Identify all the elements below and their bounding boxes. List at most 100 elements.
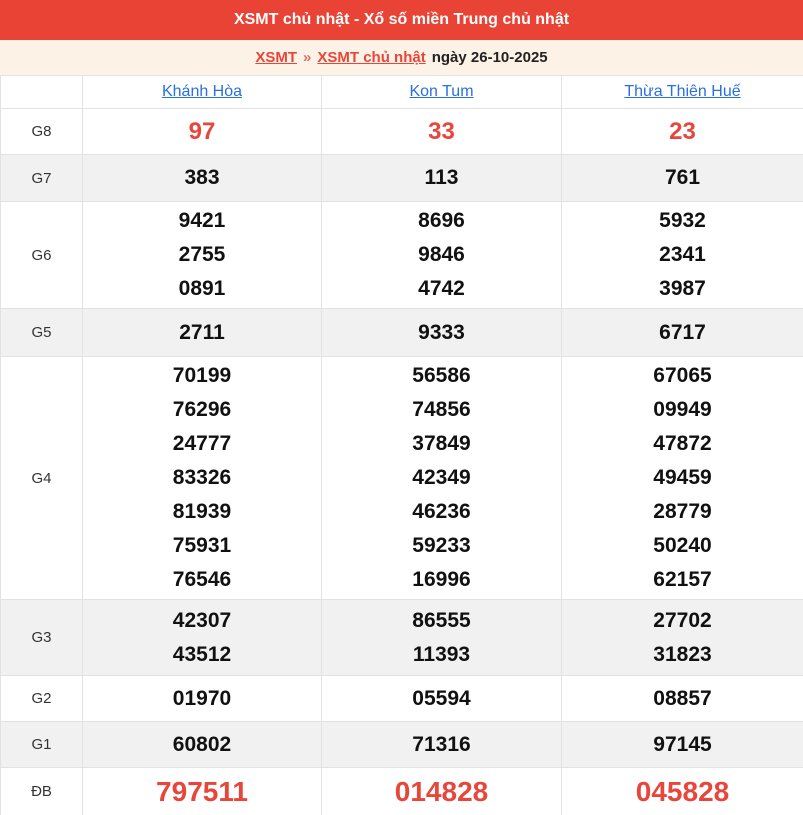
prize-cell: 70199 76296 24777 83326 81939 75931 76546 [82,356,322,600]
prize-cell: 05594 [321,675,562,722]
results-table: Khánh Hòa Kon Tum Thừa Thiên Huế G8 97 33 2… [0,75,803,815]
prize-number: 11393 [412,642,471,666]
prize-number: 8696 [418,209,465,232]
row-label: G2 [0,675,83,722]
prize-number: 23 [669,117,696,145]
prize-number: 24777 [172,432,232,455]
prize-number: 97145 [653,732,712,756]
prize-number: 62157 [653,568,712,591]
prize-number: 42307 [172,608,232,632]
table-row: G5 2711 9333 6717 [0,308,803,357]
row-label: G4 [0,356,83,600]
prize-number: 2755 [178,243,226,266]
prize-cell: 42307 43512 [82,599,322,676]
prize-number: 014828 [394,775,489,807]
prize-number: 71316 [412,732,471,756]
prize-number: 76296 [172,398,232,421]
prize-number: 2341 [659,243,706,266]
breadcrumb-link-xsmt-chu-nhat[interactable]: XSMT chủ nhật [317,49,426,66]
prize-number: 5932 [659,209,706,232]
prize-cell: 01970 [82,675,322,722]
column-link-thua-thien-hue[interactable]: Thừa Thiên Huế [624,83,741,100]
breadcrumb-separator: » [303,49,312,66]
prize-number: 74856 [412,398,471,421]
row-label: G5 [0,308,83,357]
breadcrumb-link-xsmt[interactable]: XSMT [255,49,298,66]
prize-cell: 71316 [321,721,562,768]
table-row: G4 70199 76296 24777 83326 81939 75931 76546 565… [0,356,803,600]
prize-number: 33 [428,117,455,145]
column-link-kon-tum[interactable]: Kon Tum [409,83,474,100]
prize-cell: 6717 [561,308,803,357]
row-label: G7 [0,154,83,202]
row-label: ĐB [0,767,83,815]
prize-cell: 67065 09949 47872 49459 28779 50240 62157 [561,356,803,600]
prize-cell: 97 [82,108,322,155]
prize-number: 43512 [172,642,232,666]
prize-number: 56586 [412,364,471,387]
prize-cell: 113 [321,154,562,202]
prize-number: 09949 [653,398,712,421]
table-header-row: Khánh Hòa Kon Tum Thừa Thiên Huế [0,75,803,109]
prize-number: 47872 [653,432,712,455]
prize-number: 9421 [178,209,226,232]
prize-number: 0891 [178,277,226,300]
prize-number: 70199 [172,364,232,387]
prize-number: 59233 [412,534,471,557]
row-label: G3 [0,599,83,676]
corner-cell [0,75,83,109]
prize-number: 60802 [172,732,232,756]
results-table-body: G8 97 33 23 G7 383 113 761 G6 9421 2755 0891 8696 984… [0,108,803,815]
prize-number: 05594 [412,686,471,710]
prize-number: 75931 [172,534,232,557]
row-label: G8 [0,108,83,155]
prize-number: 4742 [418,277,465,300]
prize-cell: 014828 [321,767,562,815]
table-row: G1 60802 71316 97145 [0,721,803,768]
prize-cell: 9421 2755 0891 [82,201,322,309]
row-label: G1 [0,721,83,768]
prize-number: 27702 [653,608,712,632]
prize-cell: 797511 [82,767,322,815]
prize-cell: 383 [82,154,322,202]
prize-number: 28779 [653,500,712,523]
prize-number: 797511 [156,775,248,807]
table-row: ĐB 797511 014828 045828 [0,767,803,815]
prize-cell: 23 [561,108,803,155]
prize-number: 97 [188,117,216,145]
page-title: XSMT chủ nhật - Xổ số miền Trung chủ nhậ… [233,11,570,28]
prize-number: 9846 [418,243,465,266]
prize-number: 31823 [653,642,712,666]
prize-cell: 86555 11393 [321,599,562,676]
prize-number: 113 [424,166,459,189]
row-label: G6 [0,201,83,309]
page-header-bar: XSMT chủ nhật - Xổ số miền Trung chủ nhậ… [0,0,803,40]
prize-number: 42349 [412,466,471,489]
prize-number: 81939 [172,500,232,523]
table-row: G7 383 113 761 [0,154,803,202]
prize-cell: 761 [561,154,803,202]
prize-number: 383 [184,166,220,189]
prize-cell: 60802 [82,721,322,768]
prize-number: 761 [664,166,701,189]
breadcrumb-date: ngày 26-10-2025 [431,49,548,66]
prize-cell: 08857 [561,675,803,722]
table-row: G6 9421 2755 0891 8696 9846 4742 5932 2341 3987 [0,201,803,309]
table-row: G8 97 33 23 [0,108,803,155]
prize-number: 3987 [659,277,706,300]
prize-number: 6717 [659,320,706,344]
table-row: G2 01970 05594 08857 [0,675,803,722]
prize-number: 83326 [172,466,232,489]
prize-number: 76546 [172,568,232,591]
prize-number: 9333 [418,320,465,344]
prize-cell: 5932 2341 3987 [561,201,803,309]
prize-cell: 8696 9846 4742 [321,201,562,309]
prize-number: 67065 [653,364,712,387]
prize-number: 37849 [412,432,471,455]
column-link-khanh-hoa[interactable]: Khánh Hòa [161,83,243,100]
breadcrumb: XSMT » XSMT chủ nhật ngày 26-10-2025 [0,40,803,75]
prize-cell: 97145 [561,721,803,768]
prize-number: 16996 [412,568,471,591]
prize-number: 46236 [412,500,471,523]
prize-cell: 27702 31823 [561,599,803,676]
